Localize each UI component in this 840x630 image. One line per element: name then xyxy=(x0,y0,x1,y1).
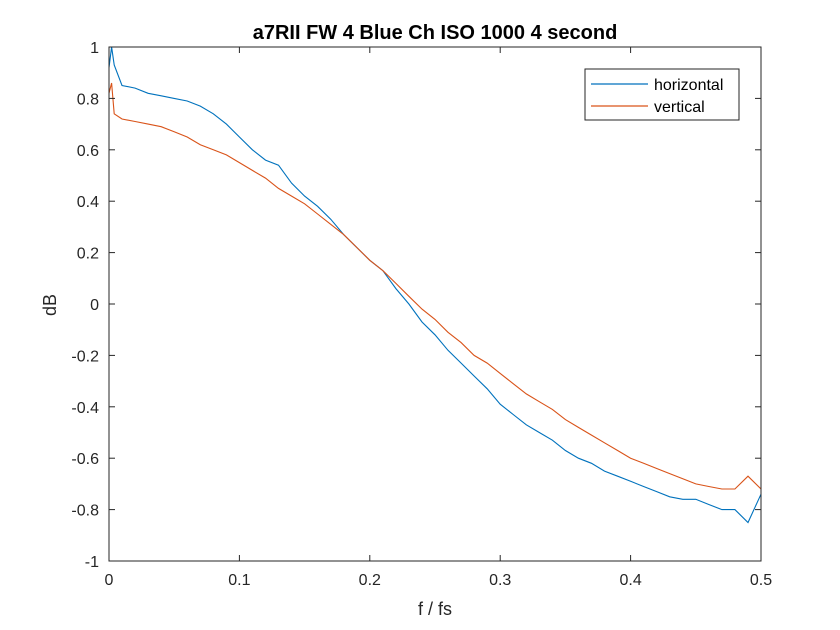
x-tick-label: 0 xyxy=(105,572,114,589)
x-tick-label: 0.3 xyxy=(489,572,511,589)
legend: horizontal vertical xyxy=(584,68,740,121)
x-axis-label: f / fs xyxy=(418,599,452,619)
y-tick-label: 0.4 xyxy=(77,194,99,211)
series-group xyxy=(108,46,762,524)
x-tick-label: 0.4 xyxy=(619,572,641,589)
legend-label-vertical: vertical xyxy=(654,99,705,116)
y-tick-label: 0.6 xyxy=(77,143,99,160)
axes xyxy=(108,46,762,562)
y-tick-label: -0.2 xyxy=(71,348,99,365)
y-axis-label: dB xyxy=(40,294,60,316)
plot-area xyxy=(109,47,761,561)
legend-box xyxy=(584,68,740,121)
x-tick-label: 0.5 xyxy=(750,572,772,589)
y-tick-label: 0.8 xyxy=(77,91,99,108)
chart-title: a7RII FW 4 Blue Ch ISO 1000 4 second xyxy=(253,22,618,44)
y-tick-label: -0.8 xyxy=(71,503,99,520)
y-tick-label: 0 xyxy=(90,297,99,314)
series-line-vertical xyxy=(108,82,762,490)
x-tick-label: 0.2 xyxy=(359,572,381,589)
tick-labels: 0 0.1 0.2 0.3 0.4 0.5 -1 -0.8 -0.6 -0.4 -0.2 0 0.2 0.… xyxy=(71,40,772,589)
y-tick-label: -1 xyxy=(85,554,99,571)
y-tick-label: -0.4 xyxy=(71,400,99,417)
x-tick-label: 0.1 xyxy=(228,572,250,589)
y-tick-label: -0.6 xyxy=(71,451,99,468)
y-tick-label: 0.2 xyxy=(77,246,99,263)
plot-background xyxy=(109,47,761,561)
y-tick-label: 1 xyxy=(90,40,99,57)
series-line-horizontal xyxy=(108,46,762,524)
legend-label-horizontal: horizontal xyxy=(654,77,723,94)
